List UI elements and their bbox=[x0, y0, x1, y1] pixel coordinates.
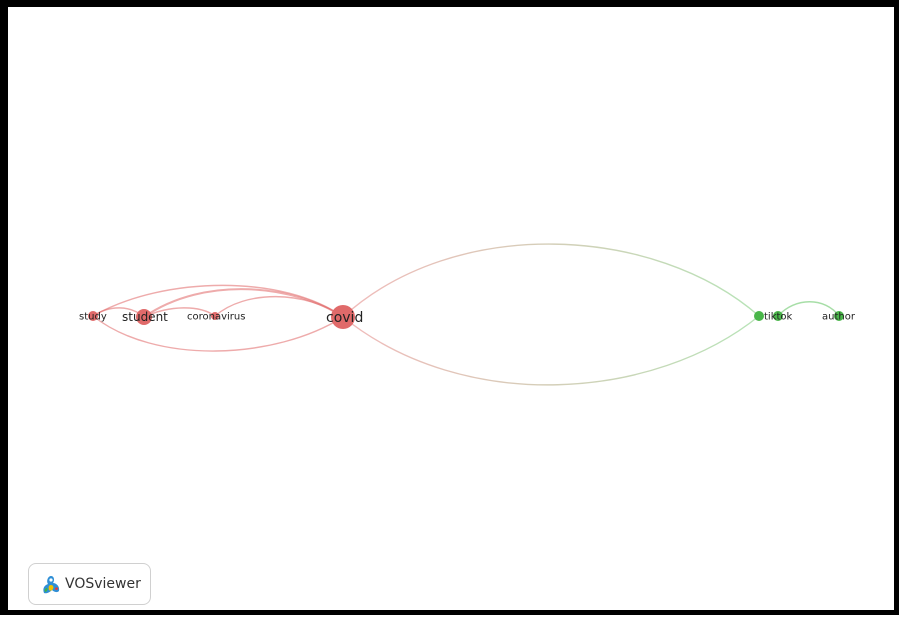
node-tiktok-secondary[interactable] bbox=[773, 311, 783, 321]
label-author[interactable]: author bbox=[822, 312, 856, 323]
link-tiktok-author[interactable] bbox=[777, 301, 840, 317]
label-student[interactable]: student bbox=[122, 310, 168, 324]
label-coronavirus[interactable]: coronavirus bbox=[187, 312, 245, 323]
label-study[interactable]: study bbox=[79, 312, 107, 323]
link-study-covid[interactable] bbox=[92, 315, 344, 352]
node-study[interactable] bbox=[88, 311, 98, 321]
labels-layer: study student coronavirus covid tiktok author bbox=[79, 310, 856, 326]
vosviewer-label: VOSviewer bbox=[65, 576, 141, 592]
node-coronavirus[interactable] bbox=[211, 312, 219, 320]
network-map[interactable]: study student coronavirus covid tiktok author bbox=[5, 5, 899, 620]
links-layer bbox=[92, 243, 840, 386]
vosviewer-badge[interactable]: VOSviewer bbox=[28, 563, 151, 605]
node-student[interactable] bbox=[136, 309, 152, 325]
node-author[interactable] bbox=[834, 311, 844, 321]
vosviewer-logo-icon bbox=[43, 576, 60, 594]
nodes-layer bbox=[88, 305, 844, 329]
label-tiktok[interactable]: tiktok bbox=[764, 312, 793, 323]
node-tiktok[interactable] bbox=[754, 311, 764, 321]
node-covid[interactable] bbox=[331, 305, 355, 329]
link-covid-tiktok[interactable] bbox=[342, 243, 760, 318]
label-covid[interactable]: covid bbox=[326, 310, 363, 326]
link-coronavirus-covid[interactable] bbox=[214, 296, 344, 318]
link-covid-tiktok[interactable] bbox=[342, 315, 760, 386]
